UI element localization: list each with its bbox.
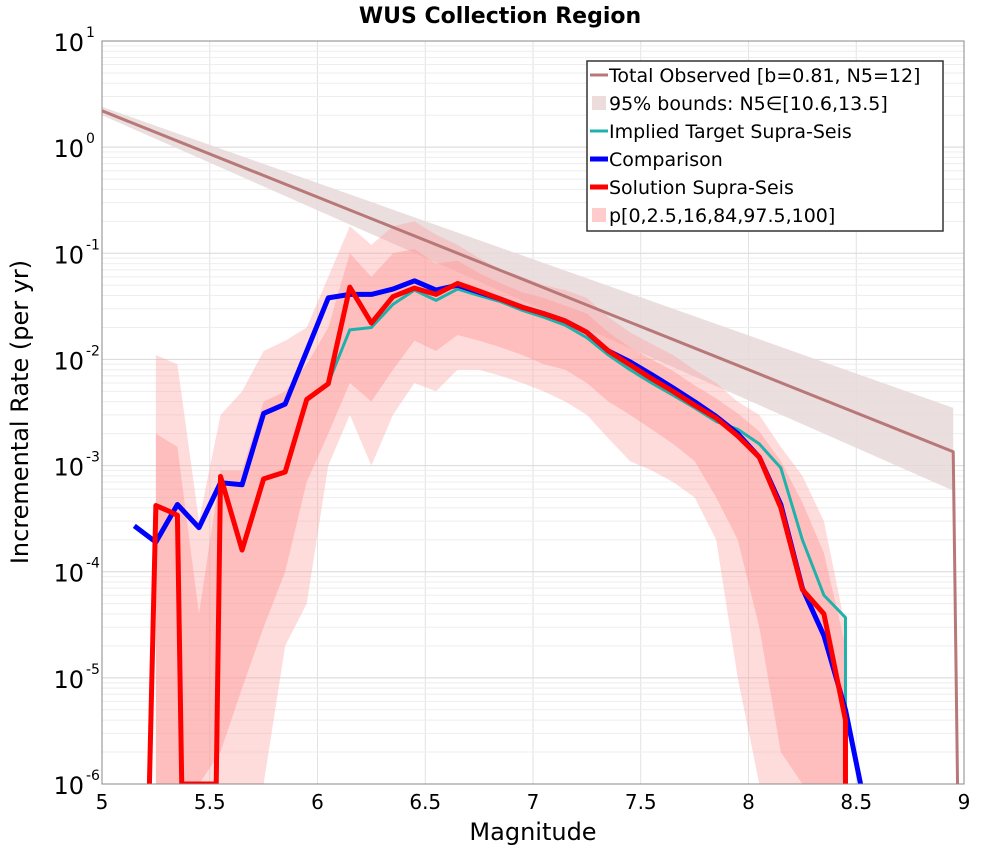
legend-label: p[0,2.5,16,84,97.5,100] [609,205,835,227]
x-tick-label: 9 [958,790,971,814]
band-outer [155,221,846,784]
legend-label: Implied Target Supra-Seis [609,121,852,143]
legend: Total Observed [b=0.81, N5=12] 95% bounds… [586,60,944,232]
x-tick-label: 5 [96,790,109,814]
percentile-bands [155,221,846,784]
y-tick-label: 10 [53,241,84,269]
x-tick-label: 8.5 [840,790,872,814]
y-tick-exponent: -2 [86,343,100,359]
y-tick-label: 10 [53,454,84,482]
y-tick-label: 10 [53,772,84,800]
y-tick-exponent: -1 [86,237,100,253]
legend-label: Total Observed [b=0.81, N5=12] [608,65,920,87]
x-tick-label: 8 [742,790,755,814]
x-tick-label: 6 [311,790,324,814]
bounds-area [102,106,954,491]
y-tick-exponent: -6 [86,768,100,784]
series-lines [102,109,960,784]
y-tick-exponent: -4 [86,556,100,572]
x-tick-label: 7.5 [625,790,657,814]
x-axis-label: Magnitude [469,818,596,846]
x-tick-label: 7 [527,790,540,814]
legend-box [586,60,944,232]
y-tick-label: 10 [53,347,84,375]
legend-label: 95% bounds: N5∈[10.6,13.5] [609,93,888,115]
y-tick-exponent: -5 [86,662,100,678]
series-solution-supra-seis [146,280,848,784]
y-tick-label: 10 [53,135,84,163]
y-tick-exponent: 1 [86,25,95,41]
legend-label: Comparison [609,149,723,171]
legend-swatch [592,208,606,222]
bounds-95 [102,106,954,491]
x-tick-label: 6.5 [409,790,441,814]
chart-title: WUS Collection Region [359,4,641,29]
x-tick-label: 5.5 [194,790,226,814]
legend-swatch [592,96,606,110]
y-tick-label: 10 [53,560,84,588]
y-tick-exponent: -3 [86,450,100,466]
y-axis-label: Incremental Rate (per yr) [6,260,34,564]
y-tick-exponent: 0 [86,131,95,147]
y-tick-label: 10 [53,666,84,694]
x-axis-ticks: 5 5.5 6 6.5 7 7.5 8 8.5 9 [96,790,971,814]
series-total-observed-b-0-81-n5-12 [102,109,960,784]
legend-label: Solution Supra-Seis [609,177,794,199]
y-tick-label: 10 [53,29,84,57]
plot-area-frame [101,40,965,785]
series-implied-target-supra-seis [326,287,847,784]
